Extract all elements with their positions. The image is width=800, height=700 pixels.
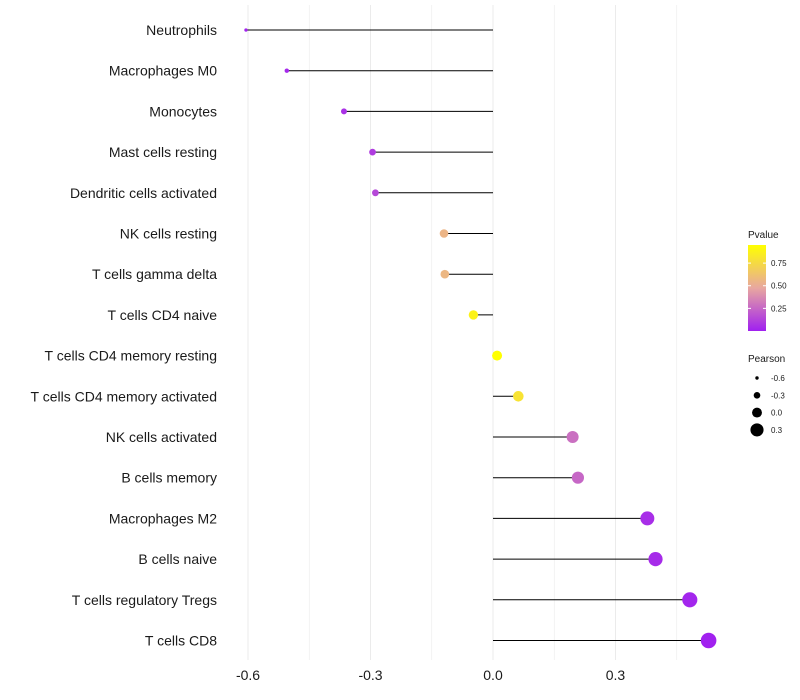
colorbar-tick-label-2: 0.75 — [771, 259, 787, 268]
category-label-9: T cells CD4 memory activated — [31, 388, 217, 404]
category-label-11: B cells memory — [121, 470, 217, 486]
category-label-0: Neutrophils — [146, 22, 217, 38]
x-axis-tick-labels: -0.6 -0.3 0.0 0.3 — [236, 667, 626, 683]
category-label-2: Monocytes — [149, 103, 217, 119]
point-1 — [284, 68, 290, 73]
size-legend-label-1: -0.3 — [771, 391, 785, 400]
point-15 — [700, 632, 717, 649]
size-legend-label-3: 0.3 — [771, 426, 783, 435]
category-label-3: Mast cells resting — [109, 144, 217, 160]
pvalue-colorbar — [748, 245, 766, 331]
size-legend-label-2: 0.0 — [771, 409, 783, 418]
pvalue-legend-title: Pvalue — [748, 230, 779, 241]
size-legend-dot-1 — [753, 391, 761, 399]
x-tick-label-2: 0.0 — [483, 667, 503, 683]
point-4 — [372, 189, 379, 197]
gridlines — [247, 5, 678, 660]
size-legend-dot-2 — [752, 407, 762, 418]
point-7 — [468, 310, 479, 320]
point-9 — [513, 391, 524, 402]
point-10 — [566, 430, 579, 444]
category-label-12: Macrophages M2 — [109, 510, 217, 526]
category-label-7: T cells CD4 naive — [108, 307, 218, 323]
category-label-15: T cells CD8 — [145, 633, 217, 649]
size-legend-dot-0 — [755, 376, 759, 380]
point-0 — [244, 28, 248, 32]
size-legend-dot-3 — [750, 423, 764, 437]
lollipop-points — [244, 28, 717, 649]
category-labels: Neutrophils Macrophages M0 Monocytes Mast c… — [31, 22, 218, 649]
size-legend-label-0: -0.6 — [771, 374, 785, 383]
point-13 — [648, 552, 663, 567]
point-14 — [682, 592, 698, 608]
category-label-14: T cells regulatory Tregs — [72, 592, 217, 608]
point-2 — [340, 108, 347, 115]
pvalue-colorbar-ticks: 0.25 0.50 0.75 — [748, 259, 787, 313]
pearson-size-legend: -0.6 -0.3 0.0 0.3 — [750, 374, 785, 437]
colorbar-tick-label-0: 0.25 — [771, 304, 787, 313]
x-tick-label-0: -0.6 — [236, 667, 260, 683]
point-12 — [640, 511, 655, 526]
lollipop-stems — [245, 29, 709, 641]
category-label-10: NK cells activated — [106, 429, 217, 445]
category-label-4: Dendritic cells activated — [70, 185, 217, 201]
point-5 — [439, 229, 449, 238]
point-6 — [440, 269, 450, 279]
point-8 — [492, 350, 503, 361]
colorbar-tick-label-1: 0.50 — [771, 282, 787, 291]
x-tick-label-3: 0.3 — [606, 667, 626, 683]
point-3 — [369, 148, 376, 156]
x-tick-label-1: -0.3 — [358, 667, 382, 683]
legends: Pvalue 0.25 0.50 0.75 Pearson -0.6 -0.3 0.0 0… — [748, 230, 787, 437]
pearson-legend-title: Pearson — [748, 354, 785, 365]
category-label-13: B cells naive — [138, 551, 217, 567]
category-label-6: T cells gamma delta — [92, 266, 217, 282]
category-label-5: NK cells resting — [120, 226, 217, 242]
category-label-1: Macrophages M0 — [109, 63, 217, 79]
category-label-8: T cells CD4 memory resting — [45, 348, 217, 364]
point-11 — [571, 471, 585, 484]
